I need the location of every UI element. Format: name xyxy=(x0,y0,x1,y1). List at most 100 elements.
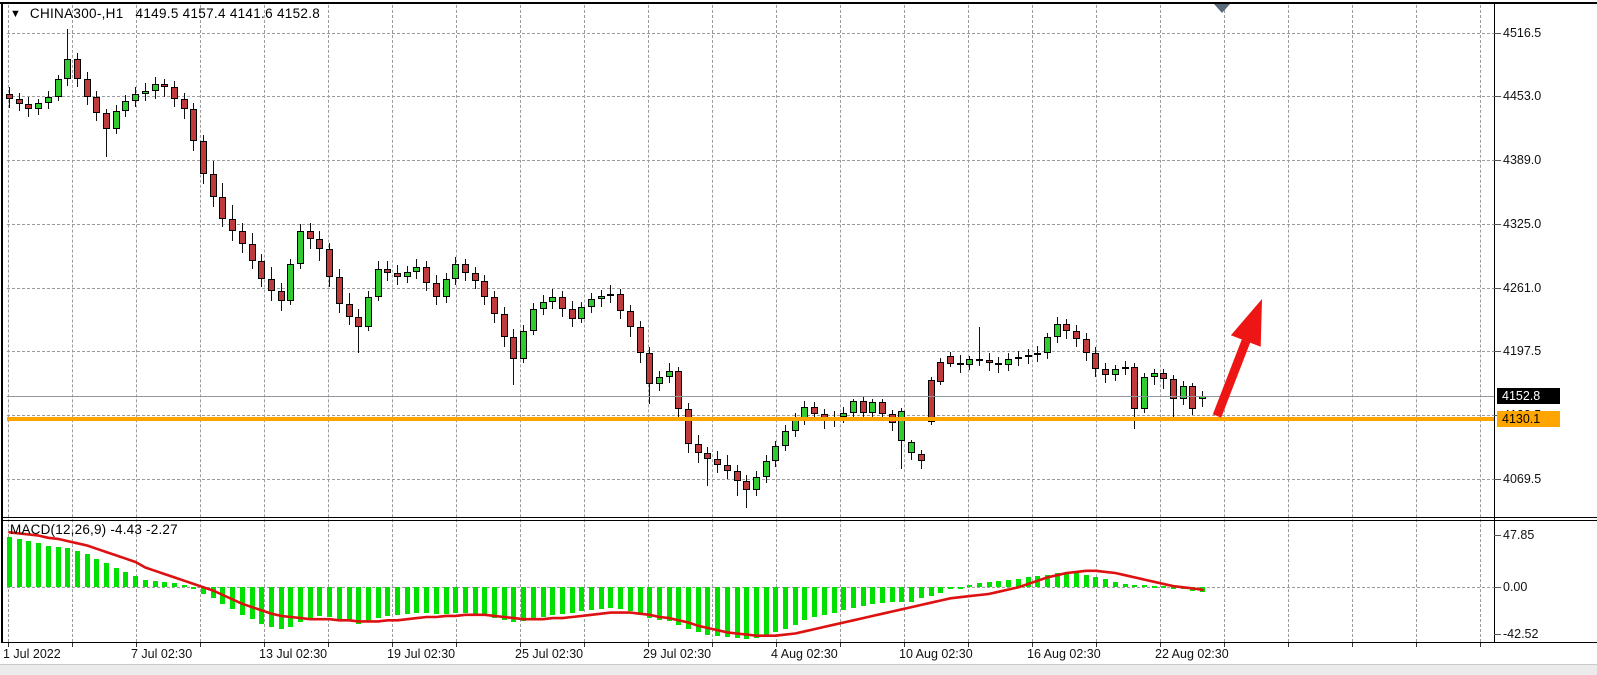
macd-histogram-bar xyxy=(201,587,206,594)
time-gridline xyxy=(904,5,905,642)
candle-body xyxy=(93,97,101,114)
candle-body xyxy=(782,430,789,446)
candle-body xyxy=(1024,354,1032,357)
time-tick-mark xyxy=(200,642,201,647)
macd-tick-label: 47.85 xyxy=(1503,527,1535,542)
candle-body xyxy=(946,355,954,364)
time-axis[interactable]: 1 Jul 2022 7 Jul 02:30 13 Jul 02:30 19 Jul … xyxy=(0,642,1597,664)
window-top-border xyxy=(0,2,1597,4)
candle-body xyxy=(161,84,169,88)
macd-histogram-bar xyxy=(1044,575,1050,588)
candle-wick xyxy=(610,284,612,303)
macd-tick-label: -42.52 xyxy=(1503,627,1539,642)
time-tick-mark xyxy=(136,642,137,647)
time-gridline xyxy=(1352,5,1353,642)
time-tick-label: 13 Jul 02:30 xyxy=(259,647,328,661)
macd-histogram-bar xyxy=(1054,573,1060,588)
macd-histogram-bar xyxy=(365,587,371,622)
candle-body xyxy=(520,330,528,359)
candle-body xyxy=(432,282,440,297)
time-gridline xyxy=(264,5,265,642)
ohlc-readout: 4149.5 4157.4 4141.6 4152.8 xyxy=(135,6,321,21)
macd-histogram-bar xyxy=(45,545,51,588)
candle-body xyxy=(927,379,935,422)
candle-body xyxy=(364,296,372,327)
macd-histogram-bar xyxy=(608,587,614,609)
time-tick-label: 19 Jul 02:30 xyxy=(387,647,456,661)
time-tick-label: 29 Jul 02:30 xyxy=(643,647,712,661)
macd-histogram-bar xyxy=(1161,586,1167,588)
macd-histogram-bar xyxy=(94,558,100,588)
current-price-line xyxy=(7,396,1495,397)
macd-histogram-bar xyxy=(336,587,342,620)
time-tick-mark xyxy=(520,642,521,647)
time-tick-mark xyxy=(1224,642,1225,647)
symbol-dropdown-icon[interactable]: ▼ xyxy=(10,7,21,20)
macd-histogram-bar xyxy=(909,587,915,602)
macd-histogram-bar xyxy=(812,587,818,617)
trend-arrow[interactable] xyxy=(1200,288,1280,428)
candle-body xyxy=(306,231,314,240)
time-tick-label: 4 Aug 02:30 xyxy=(771,647,838,661)
bottom-scrollbar-strip[interactable] xyxy=(0,664,1597,675)
candle-body xyxy=(103,113,110,130)
macd-histogram-bar xyxy=(268,587,274,627)
time-tick-mark xyxy=(1032,642,1033,647)
candle-body xyxy=(287,263,295,301)
candle-body xyxy=(1034,352,1042,355)
time-gridline xyxy=(968,5,969,642)
chart-shift-marker-icon[interactable] xyxy=(1214,4,1230,13)
candle-body xyxy=(811,406,819,414)
candle-body xyxy=(985,359,993,363)
macd-histogram-bar xyxy=(1151,586,1157,588)
macd-tick-mark xyxy=(1494,587,1501,588)
time-tick-mark xyxy=(584,642,585,647)
candle-body xyxy=(617,293,625,311)
macd-histogram-bar xyxy=(492,587,497,619)
time-tick-label: 1 Jul 2022 xyxy=(3,647,61,661)
candle-body xyxy=(597,295,605,299)
candle-body xyxy=(326,249,334,277)
candle-body xyxy=(219,197,227,220)
candle-body xyxy=(335,276,343,304)
time-gridline xyxy=(1224,5,1225,642)
time-tick-label: 7 Jul 02:30 xyxy=(131,647,193,661)
macd-tick-label: 0.00 xyxy=(1503,580,1528,595)
macd-histogram-bar xyxy=(1074,573,1079,588)
macd-histogram-bar xyxy=(947,587,953,590)
macd-histogram-bar xyxy=(317,587,323,616)
candle-body xyxy=(917,453,925,461)
price-axis[interactable]: 4516.54453.04389.04325.04261.04197.54133… xyxy=(1495,5,1597,642)
macd-histogram-bar xyxy=(1006,579,1012,588)
macd-histogram-bar xyxy=(627,587,633,612)
price-gridline xyxy=(7,351,1495,352)
candle-body xyxy=(122,101,130,112)
time-gridline xyxy=(200,5,201,642)
current-price-tag: 4152.8 xyxy=(1497,388,1560,404)
time-gridline xyxy=(72,5,73,642)
macd-histogram-bar xyxy=(511,587,517,623)
macd-histogram-bar xyxy=(559,587,565,614)
macd-histogram-bar xyxy=(74,551,80,588)
time-gridline xyxy=(1288,5,1289,642)
candle-body xyxy=(25,104,33,110)
macd-histogram-bar xyxy=(1141,585,1147,588)
candle-wick xyxy=(1202,391,1204,408)
time-tick-mark xyxy=(456,642,457,647)
horizontal-support-line[interactable] xyxy=(7,416,1495,421)
macd-histogram-bar xyxy=(501,587,507,621)
candle-body xyxy=(6,94,13,100)
macd-histogram-bar xyxy=(26,541,32,588)
candle-body xyxy=(646,352,654,384)
macd-histogram-bar xyxy=(918,587,924,599)
time-gridline xyxy=(776,5,777,642)
time-gridline xyxy=(584,5,585,642)
main-chart-panel[interactable] xyxy=(7,5,1495,517)
candle-body xyxy=(762,460,770,477)
macd-histogram-bar xyxy=(7,536,12,588)
candle-body xyxy=(209,174,217,198)
time-gridline xyxy=(1480,5,1481,642)
time-tick-mark xyxy=(8,642,9,647)
candle-body xyxy=(1053,323,1061,337)
